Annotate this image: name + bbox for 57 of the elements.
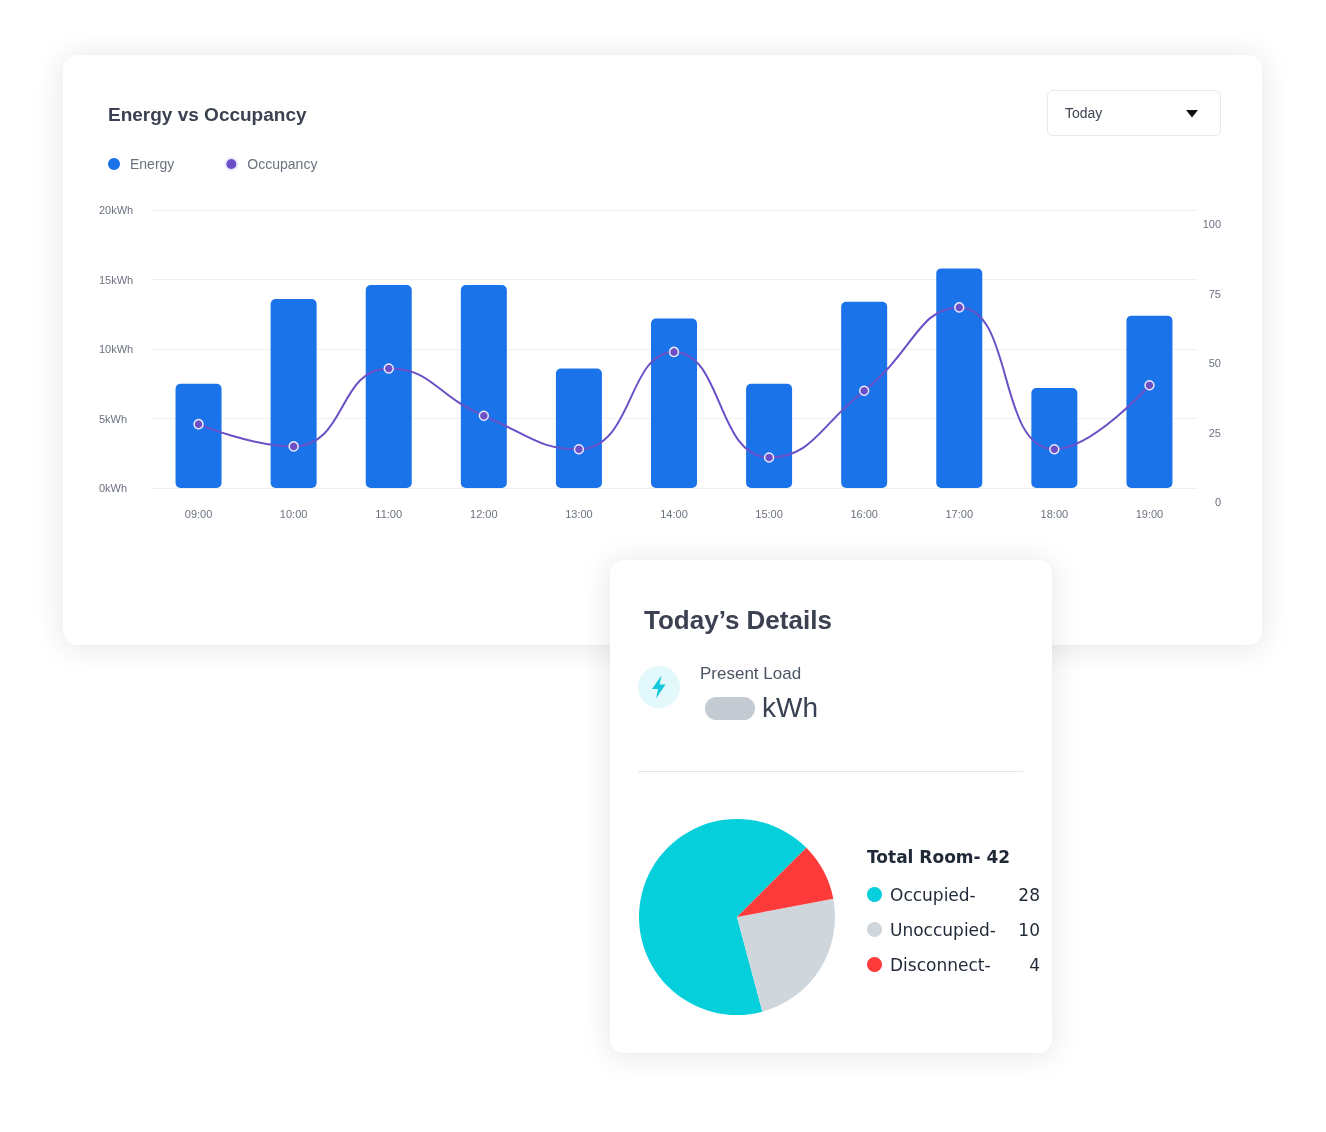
- point: [1144, 379, 1155, 391]
- bar: [270, 298, 317, 488]
- point: [573, 443, 585, 455]
- bar: [1126, 315, 1173, 488]
- legend-label: Energy: [130, 156, 175, 172]
- y2-tick-label: 0: [1214, 496, 1221, 508]
- point: [668, 346, 680, 358]
- data-label: 4: [1029, 954, 1040, 975]
- legend-label: Occupancy: [247, 156, 318, 172]
- x-tick-label: 16:00: [850, 507, 878, 520]
- chart-title: Energy vs Occupancy: [108, 104, 307, 125]
- bar: [460, 285, 507, 488]
- point: [858, 385, 870, 397]
- bar: [1031, 387, 1078, 488]
- x-tick-label: 12:00: [470, 507, 498, 520]
- point: [763, 452, 775, 463]
- point: [288, 441, 299, 452]
- point: [193, 418, 204, 430]
- y2-tick-label: 100: [1202, 218, 1221, 230]
- y-tick-label: 0kWh: [99, 482, 128, 494]
- bar: [746, 383, 793, 488]
- y2-tick-label: 50: [1208, 357, 1221, 369]
- x-tick-label: 19:00: [1135, 507, 1164, 520]
- x-tick-label: 15:00: [755, 507, 783, 520]
- x-tick-label: 14:00: [660, 507, 688, 520]
- point: [478, 410, 490, 422]
- bar: [841, 301, 888, 488]
- point: [383, 363, 394, 374]
- x-tick-label: 13:00: [565, 507, 593, 520]
- data-label: 10: [1018, 919, 1040, 940]
- y-tick-label: 15kWh: [99, 273, 134, 286]
- x-tick-label: 09:00: [184, 507, 213, 520]
- y2-tick-label: 25: [1208, 426, 1221, 439]
- bar: [175, 383, 222, 488]
- x-tick-label: 11:00: [375, 507, 403, 520]
- y-tick-label: 5kWh: [99, 412, 128, 425]
- bar: [365, 285, 412, 488]
- chart-title: Today’s Details: [644, 605, 832, 635]
- y-tick-label: 10kWh: [99, 343, 134, 355]
- bar: [651, 318, 697, 488]
- y2-tick-label: 75: [1208, 287, 1221, 300]
- x-tick-label: 17:00: [945, 507, 974, 520]
- data-label: 28: [1018, 884, 1040, 905]
- dropdown: Today: [1047, 90, 1221, 136]
- legend-title: Total Room- 42: [867, 846, 1011, 867]
- legend-label: Unoccupied-: [890, 919, 996, 940]
- legend-label: Occupied-: [890, 884, 976, 905]
- bar: [555, 368, 602, 488]
- point: [1049, 443, 1060, 455]
- text: Present Load: [700, 664, 802, 685]
- bar: [936, 268, 983, 488]
- x-tick-label: 10:00: [279, 507, 308, 520]
- x-tick-label: 18:00: [1040, 507, 1069, 520]
- legend-label: Disconnect-: [890, 954, 991, 975]
- point: [954, 302, 965, 313]
- text: kWh: [762, 691, 818, 725]
- y-tick-label: 20kWh: [99, 204, 134, 216]
